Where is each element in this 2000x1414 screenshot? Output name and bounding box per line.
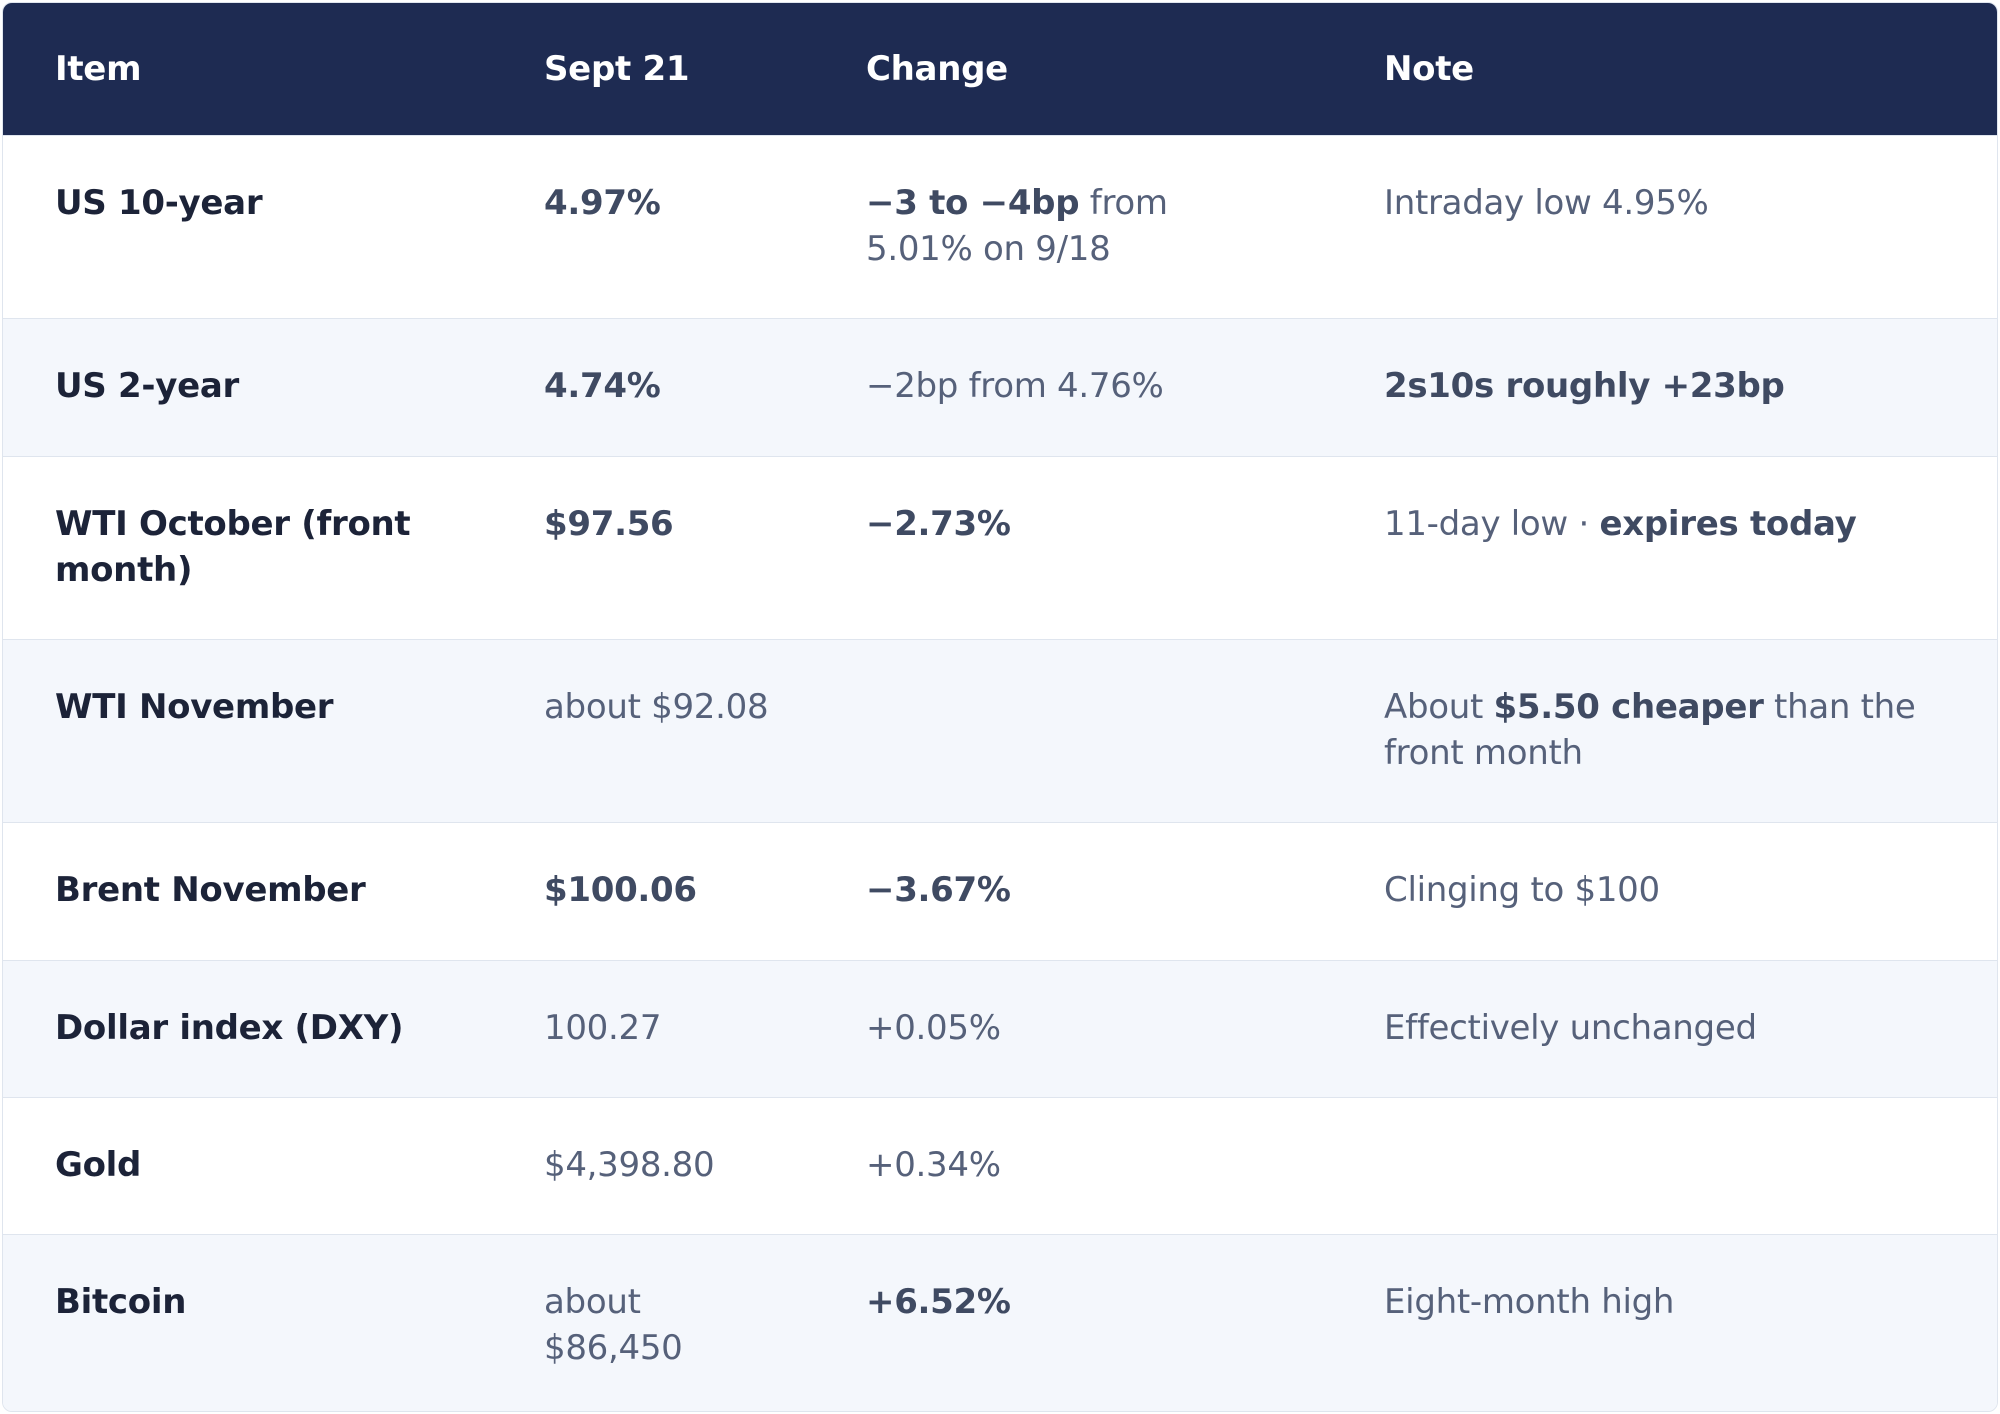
row-change: −2.73% <box>814 455 1332 639</box>
note-detail: 11-day low · <box>1384 503 1600 544</box>
row-change: −3 to −4bp from 5.01% on 9/18 <box>814 134 1332 318</box>
market-table: Item Sept 21 Change Note US 10-year 4.97… <box>3 3 1997 1411</box>
row-note: 2s10s roughly +23bp <box>1332 317 1997 456</box>
header-change: Change <box>866 48 1008 89</box>
row-value: about $92.08 <box>492 638 814 822</box>
row-value: 4.74% <box>492 317 814 456</box>
table-row: Gold $4,398.80 +0.34% <box>3 1096 1997 1234</box>
row-value: $4,398.80 <box>492 1096 814 1234</box>
row-change: −3.67% <box>814 821 1332 960</box>
row-change: +0.05% <box>814 959 1332 1097</box>
row-note: About $5.50 cheaper than the front month <box>1332 638 1997 822</box>
row-item: Gold <box>3 1096 492 1234</box>
row-item: Dollar index (DXY) <box>3 959 492 1097</box>
change-emphasis: −3 to −4bp <box>866 182 1080 223</box>
note-emphasis: expires today <box>1599 503 1857 544</box>
row-change <box>814 638 1332 822</box>
row-change: +6.52% <box>814 1233 1332 1411</box>
row-item: US 10-year <box>3 134 492 318</box>
row-item: Bitcoin <box>3 1233 492 1411</box>
table-row: Bitcoin about $86,450 +6.52% Eight-month… <box>3 1233 1997 1411</box>
row-value: $100.06 <box>492 821 814 960</box>
row-value: about $86,450 <box>492 1233 814 1411</box>
row-value: 100.27 <box>492 959 814 1097</box>
row-note: 11-day low · expires today <box>1332 455 1997 639</box>
row-note: Intraday low 4.95% <box>1332 134 1997 318</box>
row-item: US 2-year <box>3 317 492 456</box>
row-item: WTI November <box>3 638 492 822</box>
row-change: −2bp from 4.76% <box>814 317 1332 456</box>
table-row: US 10-year 4.97% −3 to −4bp from 5.01% o… <box>3 134 1997 318</box>
table-header-row: Item Sept 21 Change Note <box>3 3 1997 135</box>
table-row: US 2-year 4.74% −2bp from 4.76% 2s10s ro… <box>3 317 1997 456</box>
row-value: $97.56 <box>492 455 814 639</box>
note-suffix: than the front month <box>1384 686 1916 773</box>
row-item: Brent November <box>3 821 492 960</box>
table-row: WTI October (front month) $97.56 −2.73% … <box>3 455 1997 639</box>
row-value: 4.97% <box>492 134 814 318</box>
header-date: Sept 21 <box>544 48 690 89</box>
table-row: Brent November $100.06 −3.67% Clinging t… <box>3 821 1997 960</box>
row-change: +0.34% <box>814 1096 1332 1234</box>
row-note: Effectively unchanged <box>1332 959 1997 1097</box>
row-note <box>1332 1096 1997 1234</box>
row-note: Clinging to $100 <box>1332 821 1997 960</box>
change-detail: from 5.01% on 9/18 <box>866 182 1168 269</box>
row-note: Eight-month high <box>1332 1233 1997 1411</box>
header-item: Item <box>55 48 142 89</box>
note-prefix: About <box>1384 686 1494 727</box>
table-row: WTI November about $92.08 About $5.50 ch… <box>3 638 1997 822</box>
row-item: WTI October (front month) <box>3 455 492 639</box>
table-row: Dollar index (DXY) 100.27 +0.05% Effecti… <box>3 959 1997 1097</box>
note-emphasis: $5.50 cheaper <box>1493 686 1764 727</box>
header-note: Note <box>1384 48 1474 89</box>
